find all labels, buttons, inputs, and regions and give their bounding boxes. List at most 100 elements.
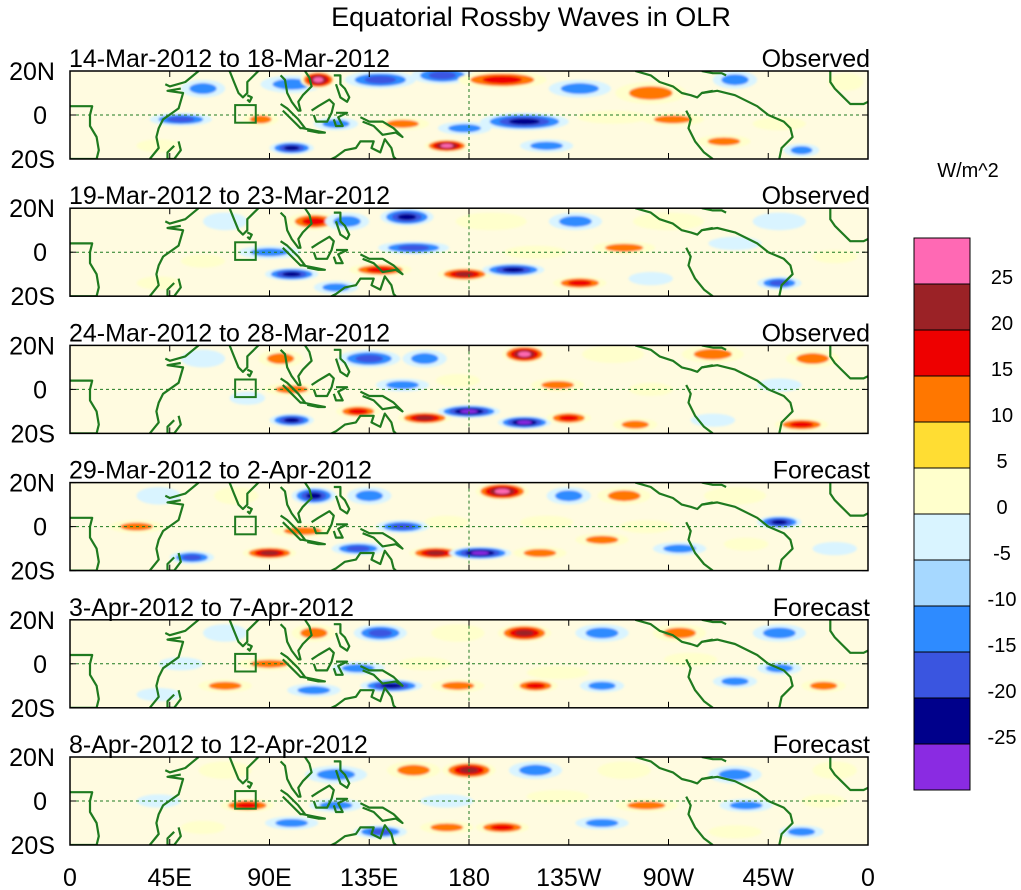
anomaly-mark xyxy=(287,212,341,231)
anomaly-field xyxy=(180,345,840,432)
anomaly-mark xyxy=(411,71,474,85)
contour-level xyxy=(182,554,202,561)
anomaly-mark xyxy=(347,487,392,505)
colorbar-swatch xyxy=(913,559,971,607)
coastline xyxy=(332,248,349,265)
anomaly-mark xyxy=(198,761,252,779)
contour-level xyxy=(275,818,309,828)
contour-level xyxy=(796,353,829,365)
y-tick-label: 20S xyxy=(11,420,55,448)
coastline xyxy=(332,386,349,402)
colorbar-tick-label: -20 xyxy=(988,681,1017,703)
contour-level xyxy=(502,267,525,273)
panel-4: 20N 0 20S 29-Mar-2012 to 2-Apr-2012 Forecast xyxy=(9,457,870,586)
y-tick-label: 0 xyxy=(33,788,47,816)
anomaly-mark xyxy=(497,415,552,429)
coastline xyxy=(70,242,100,297)
colorbar-tick-label: 0 xyxy=(996,497,1007,519)
anomaly-mark xyxy=(801,679,846,693)
contour-level xyxy=(541,380,575,390)
contour-level xyxy=(729,801,763,810)
panel-period: 24-Mar-2012 to 28-Mar-2012 xyxy=(69,319,390,347)
anomaly-mark xyxy=(757,276,802,290)
x-axis: 0 45E 90E 135E 180 135W 90W 45W 0 xyxy=(63,864,875,890)
coastline xyxy=(685,521,714,571)
anomaly-mark xyxy=(149,112,212,126)
contour-level xyxy=(588,681,616,690)
coastline xyxy=(329,138,398,159)
contour-level xyxy=(812,761,857,779)
contour-level xyxy=(283,145,300,151)
contour-level xyxy=(723,537,769,551)
coastline xyxy=(359,390,404,413)
coastlines xyxy=(70,345,868,434)
anomaly-mark xyxy=(203,212,248,231)
contour-level xyxy=(525,682,546,689)
coastline xyxy=(246,94,253,103)
panel-6: 20N 0 20S 8-Apr-2012 to 12-Apr-2012 Forecast xyxy=(9,731,870,860)
x-tick-label: 180 xyxy=(448,864,490,890)
contour-level xyxy=(789,421,814,428)
contour-level xyxy=(180,254,226,268)
anomaly-mark xyxy=(409,546,463,560)
coastline xyxy=(701,208,727,214)
x-tick-label: 45W xyxy=(743,864,795,890)
anomaly-mark xyxy=(378,241,450,255)
coastline xyxy=(302,675,326,683)
coastline xyxy=(227,757,260,785)
coastline xyxy=(333,623,351,652)
panel-period: 14-Mar-2012 to 18-Mar-2012 xyxy=(69,45,390,73)
contour-level xyxy=(585,818,619,828)
anomaly-mark xyxy=(783,143,820,157)
coastline xyxy=(310,647,335,672)
colorbar-tick-label: -15 xyxy=(988,635,1017,657)
coastline xyxy=(302,264,326,271)
y-tick-label: 20S xyxy=(11,695,55,723)
coastline xyxy=(701,482,727,488)
chart-title: Equatorial Rossby Waves in OLR xyxy=(331,2,731,32)
panel-kind: Forecast xyxy=(773,731,870,759)
contour-level xyxy=(721,74,749,86)
anomaly-mark xyxy=(331,542,385,556)
coastlines xyxy=(70,71,868,159)
panel-5: 20N 0 20S 3-Apr-2012 to 7-Apr-2012 Forecast xyxy=(9,594,870,723)
coastline xyxy=(829,208,868,243)
anomaly-mark xyxy=(664,652,718,667)
reference-box xyxy=(234,790,257,810)
coastline xyxy=(70,791,100,845)
y-tick-label: 20N xyxy=(9,470,55,498)
coastline xyxy=(279,208,313,249)
anomaly-mark xyxy=(482,263,545,277)
coastlines xyxy=(70,619,868,708)
coastline xyxy=(634,345,714,373)
contour-level xyxy=(275,385,309,394)
y-tick-label: 20S xyxy=(11,283,55,311)
anomaly-mark xyxy=(628,382,673,396)
anomaly-mark xyxy=(504,245,567,259)
anomaly-mark xyxy=(801,794,846,808)
contour-level xyxy=(526,790,589,804)
coastline xyxy=(634,71,714,99)
coastline xyxy=(166,689,182,708)
anomaly-mark xyxy=(615,82,687,104)
contour-level xyxy=(718,769,752,781)
contour-level xyxy=(198,761,252,779)
anomaly-mark xyxy=(752,117,806,131)
coastline xyxy=(164,619,200,637)
panel-kind: Observed xyxy=(762,182,870,210)
contour-level xyxy=(341,664,375,673)
colorbar-swatch xyxy=(913,421,971,469)
anomaly-mark xyxy=(424,515,470,529)
x-tick-label: 135E xyxy=(340,864,398,890)
contour-level xyxy=(441,681,475,690)
x-tick-label: 90W xyxy=(643,864,695,890)
anomaly-mark xyxy=(582,345,645,364)
anomaly-mark xyxy=(380,208,434,226)
contour-level xyxy=(812,250,857,264)
panel-3: 20N 0 20S 24-Mar-2012 to 28-Mar-2012 Observe… xyxy=(9,319,870,448)
coastline xyxy=(332,660,349,676)
contour-level xyxy=(364,75,397,84)
contour-level xyxy=(585,535,619,544)
anomaly-mark xyxy=(420,820,474,835)
